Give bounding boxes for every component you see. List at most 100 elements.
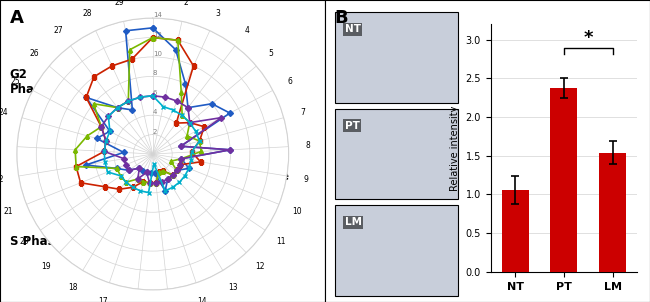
- PLK4: [184, 106, 192, 109]
- PLK3: [198, 149, 205, 153]
- Line: PLK2: PLK2: [74, 35, 206, 191]
- PLK4: [186, 121, 194, 124]
- PLK5: [101, 160, 109, 164]
- PLK4: [152, 181, 160, 185]
- Text: LM: LM: [344, 217, 361, 227]
- PLK4: [135, 166, 143, 170]
- Line: PLK5: PLK5: [102, 94, 202, 195]
- PLK1: [184, 106, 192, 109]
- PLK4: [169, 173, 177, 177]
- Text: G2
Phase: G2 Phase: [10, 68, 50, 95]
- PLK3: [186, 121, 194, 124]
- PLK2: [149, 36, 157, 39]
- PLK1: [106, 130, 114, 133]
- PLK4: [226, 148, 234, 152]
- PLK5: [161, 189, 169, 193]
- PLK2: [98, 125, 105, 129]
- PLK5: [192, 130, 200, 133]
- PLK3: [122, 180, 130, 184]
- PLK5: [169, 108, 177, 112]
- PLK2: [100, 149, 108, 153]
- PLK5: [106, 130, 114, 133]
- PLK1: [169, 173, 177, 177]
- PLK4: [98, 125, 105, 129]
- PLK2: [116, 188, 124, 191]
- PLK2: [101, 185, 109, 188]
- PLK3: [155, 171, 163, 174]
- PLK5: [187, 159, 195, 162]
- PLK1: [185, 167, 192, 170]
- PLK3: [149, 36, 157, 39]
- Text: PT: PT: [344, 121, 359, 131]
- PLK1: [120, 151, 127, 154]
- PLK4: [102, 139, 110, 143]
- PLK5: [136, 95, 144, 99]
- PLK5: [114, 106, 122, 109]
- PLK2: [186, 121, 194, 124]
- PLK4: [105, 114, 112, 118]
- PLK2: [172, 121, 180, 125]
- PLK4: [122, 163, 129, 167]
- PLK4: [136, 95, 144, 99]
- PLK2: [90, 75, 98, 79]
- PLK1: [149, 26, 157, 30]
- PLK1: [172, 48, 179, 52]
- PLK3: [140, 180, 148, 183]
- PLK5: [136, 189, 144, 193]
- PLK5: [129, 185, 136, 189]
- Text: *: *: [584, 29, 593, 47]
- PLK4: [173, 169, 181, 172]
- PLK4: [149, 94, 157, 98]
- PLK3: [72, 165, 80, 169]
- PLK4: [125, 169, 133, 172]
- PLK5: [176, 180, 183, 184]
- PLK5: [185, 167, 192, 170]
- PLK5: [145, 191, 153, 194]
- PLK5: [178, 114, 186, 117]
- PLK5: [149, 94, 157, 98]
- PLK3: [174, 38, 182, 42]
- PLK5: [117, 174, 125, 178]
- PLK5: [105, 114, 112, 118]
- PLK3: [183, 134, 191, 138]
- PLK2: [200, 125, 208, 129]
- PLK1: [177, 144, 185, 148]
- PLK5: [124, 99, 132, 103]
- Line: PLK3: PLK3: [73, 35, 203, 185]
- PLK2: [146, 181, 153, 185]
- Bar: [599, 153, 626, 272]
- PLK2: [190, 64, 198, 68]
- PLK2: [155, 171, 163, 174]
- PLK4: [146, 181, 153, 185]
- PLK5: [181, 174, 188, 178]
- Line: PLK1: PLK1: [84, 26, 233, 193]
- PLK2: [108, 64, 116, 68]
- PLK1: [93, 137, 101, 140]
- PLK5: [122, 180, 130, 184]
- PLK1: [82, 163, 90, 167]
- PLK4: [134, 177, 142, 181]
- PLK2: [174, 38, 182, 42]
- PLK2: [102, 139, 110, 143]
- Text: G1
Phase: G1 Phase: [250, 155, 290, 183]
- PLK3: [149, 36, 157, 39]
- PLK5: [169, 185, 177, 189]
- PLK3: [146, 181, 153, 185]
- PLK5: [150, 162, 158, 165]
- Text: S Phase: S Phase: [10, 235, 62, 248]
- PLK1: [114, 106, 122, 109]
- PLK3: [98, 125, 105, 129]
- Text: NT: NT: [344, 24, 361, 34]
- PLK1: [226, 111, 234, 115]
- PLK1: [129, 108, 136, 112]
- PLK4: [164, 177, 172, 181]
- PLK1: [149, 26, 157, 30]
- PLK4: [161, 95, 169, 99]
- PLK2: [72, 165, 80, 169]
- PLK4: [177, 157, 185, 161]
- PLK3: [124, 99, 132, 103]
- PLK5: [104, 170, 112, 174]
- PLK3: [117, 174, 125, 178]
- PLK4: [124, 99, 132, 103]
- PLK3: [159, 169, 166, 172]
